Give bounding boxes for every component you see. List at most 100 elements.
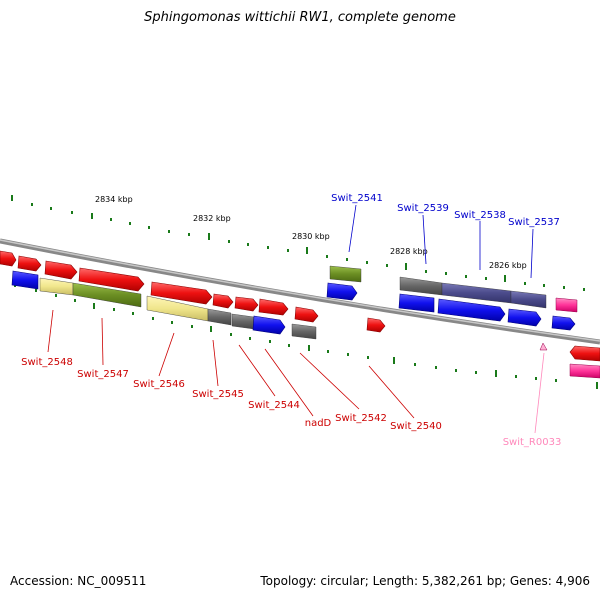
cds-forward-arrow[interactable]: [258, 298, 289, 316]
scale-tick: [326, 255, 328, 258]
scale-tick: [347, 353, 349, 356]
gene-labels-top: Swit_2541 Swit_2539 Swit_2538 Swit_2537: [331, 193, 560, 228]
genome-backbone-highlight: [0, 239, 600, 342]
rna-feature[interactable]: [569, 363, 600, 379]
gene-label[interactable]: Swit_2537: [508, 217, 560, 228]
callout-lines-bottom: [47, 309, 415, 419]
scale-tick: [543, 284, 545, 287]
cds-forward-arrow[interactable]: [17, 255, 42, 272]
cog-segment-gray[interactable]: [231, 313, 255, 330]
scale-tick: [129, 222, 131, 225]
cds-reverse-arrow[interactable]: [398, 293, 435, 313]
scale-tick-major: [504, 275, 506, 282]
scale-tick-major: [208, 233, 210, 240]
cog-segment-slate[interactable]: [441, 282, 512, 304]
scale-tick: [475, 371, 477, 374]
scale-tick: [346, 258, 348, 261]
callout-line: [101, 317, 104, 366]
cds-reverse-arrow[interactable]: [551, 315, 576, 331]
cds-forward-arrow[interactable]: [366, 317, 386, 333]
scale-tick: [367, 356, 369, 359]
rna-feature-marker[interactable]: [539, 342, 548, 351]
scale-tick-major: [210, 326, 212, 332]
gene-label[interactable]: Swit_2548: [21, 357, 73, 368]
scale-label: 2834 kbp: [95, 195, 133, 204]
scale-label: 2828 kbp: [390, 247, 428, 256]
scale-tick: [535, 377, 537, 380]
scale-tick-major: [405, 263, 407, 270]
cds-forward-arrow[interactable]: [294, 306, 319, 323]
cds-forward-arrow[interactable]: [234, 296, 259, 312]
scale-tick: [465, 275, 467, 278]
scale-tick-major: [495, 370, 497, 377]
callout-line: [47, 309, 54, 353]
gene-label[interactable]: Swit_2540: [390, 421, 442, 432]
scale-tick: [132, 312, 134, 315]
accession-text: Accession: NC_009511: [10, 574, 147, 588]
scale-tick: [50, 207, 52, 210]
scale-tick: [583, 288, 585, 291]
gene-label[interactable]: nadD: [305, 418, 332, 429]
scale-tick: [287, 249, 289, 252]
callout-line: [212, 339, 219, 387]
scale-tick: [288, 344, 290, 347]
scale-tick: [267, 246, 269, 249]
cog-segment-khaki[interactable]: [39, 277, 74, 296]
cds-reverse-arrow[interactable]: [11, 270, 39, 290]
cog-segment-olive[interactable]: [329, 265, 362, 283]
gene-label[interactable]: Swit_2538: [454, 210, 506, 221]
cds-forward-arrow[interactable]: [78, 267, 145, 292]
cog-segment-olive[interactable]: [72, 282, 142, 308]
scale-tick: [71, 211, 73, 214]
gene-label[interactable]: Swit_2546: [133, 379, 185, 390]
rna-feature[interactable]: [555, 297, 578, 313]
gene-label[interactable]: Swit_2545: [192, 389, 244, 400]
scale-tick: [191, 325, 193, 328]
cds-reverse-arrow[interactable]: [252, 315, 286, 335]
scale-tick-major: [91, 213, 93, 219]
cds-forward-arrow[interactable]: [212, 293, 234, 309]
scale-tick: [249, 337, 251, 340]
scale-tick: [515, 375, 517, 378]
scale-tick: [35, 289, 37, 292]
cds-forward-arrow[interactable]: [0, 250, 17, 267]
cog-segment-gray[interactable]: [399, 276, 443, 296]
scale-tick-major: [11, 195, 13, 201]
gene-label[interactable]: Swit_2541: [331, 193, 383, 204]
scale-tick: [445, 272, 447, 275]
scale-ticks-upper: [11, 195, 585, 291]
scale-tick: [168, 230, 170, 233]
scale-tick: [524, 282, 526, 285]
scale-tick: [555, 379, 557, 382]
cds-reverse-arrow[interactable]: [326, 282, 358, 301]
cds-forward-arrow[interactable]: [569, 345, 600, 362]
scale-tick: [230, 333, 232, 336]
gene-label[interactable]: Swit_2547: [77, 369, 129, 380]
scale-tick: [485, 277, 487, 280]
cds-forward-arrow[interactable]: [150, 281, 213, 305]
rna-features: [539, 297, 600, 379]
scale-tick: [414, 363, 416, 366]
gene-label[interactable]: Swit_2544: [248, 400, 300, 411]
cds-reverse-arrow[interactable]: [437, 298, 506, 322]
callout-line: [348, 204, 357, 253]
cog-segment-gray[interactable]: [207, 308, 232, 326]
scale-tick-major: [93, 303, 95, 309]
scale-tick: [228, 240, 230, 243]
topology-text: Topology: circular; Length: 5,382,261 bp…: [260, 574, 590, 588]
gene-label[interactable]: Swit_2539: [397, 203, 449, 214]
callout-line-rna: [534, 352, 545, 434]
scale-tick: [31, 203, 33, 206]
scale-labels: 2834 kbp 2832 kbp 2830 kbp 2828 kbp 2826…: [95, 195, 527, 270]
gene-label[interactable]: Swit_2542: [335, 413, 387, 424]
scale-tick: [366, 261, 368, 264]
rna-label[interactable]: Swit_R0033: [503, 437, 562, 448]
callout-line: [368, 365, 415, 419]
scale-tick: [74, 299, 76, 302]
cog-segment-gray[interactable]: [291, 323, 317, 340]
scale-tick: [455, 369, 457, 372]
cds-forward-arrow[interactable]: [44, 260, 78, 280]
scale-tick: [171, 321, 173, 324]
cds-reverse-arrow[interactable]: [507, 308, 542, 327]
cog-segment-slate[interactable]: [510, 290, 547, 309]
